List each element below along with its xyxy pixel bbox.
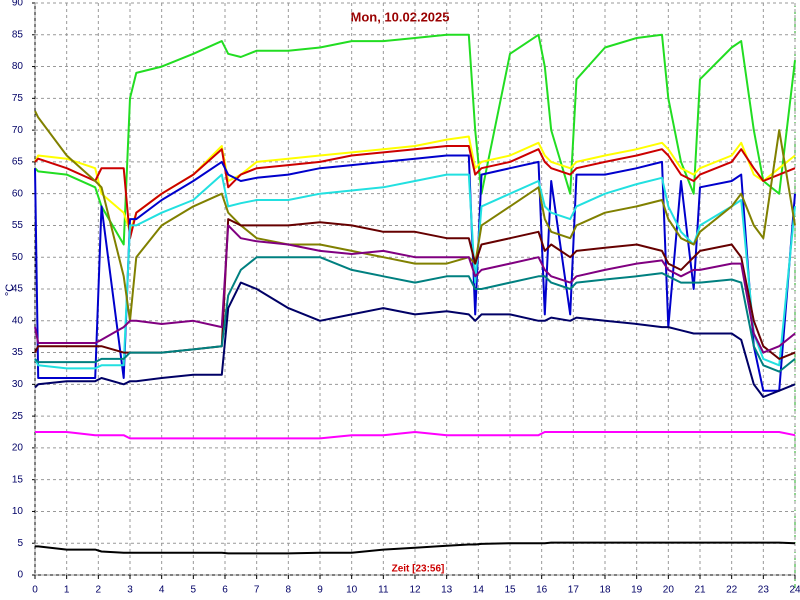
series-line — [34, 281, 796, 398]
y-tick-label: 65 — [12, 157, 24, 168]
y-tick-label: 70 — [12, 125, 24, 136]
x-tick-label: 10 — [346, 585, 358, 596]
x-tick-label: 8 — [286, 585, 292, 596]
x-tick-label: 13 — [441, 585, 453, 596]
x-tick-label: 3 — [127, 585, 133, 596]
series-line — [35, 541, 796, 555]
x-tick-label: 20 — [663, 585, 675, 596]
series-line — [35, 431, 796, 440]
x-tick-label: 2 — [96, 585, 102, 596]
y-tick-label: 80 — [12, 61, 24, 72]
y-axis-label: °C — [4, 284, 16, 296]
y-tick-label: 50 — [12, 252, 24, 263]
x-tick-label: 16 — [536, 585, 548, 596]
x-tick-label: 24 — [789, 585, 800, 596]
y-tick-label: 75 — [12, 93, 24, 104]
y-tick-label: 20 — [12, 443, 24, 454]
x-tick-label: 14 — [473, 585, 485, 596]
y-tick-label: 10 — [12, 506, 24, 517]
series-line — [34, 224, 796, 354]
y-tick-label: 0 — [17, 570, 23, 581]
x-tick-label: 9 — [317, 585, 323, 596]
y-tick-label: 5 — [17, 538, 23, 549]
x-tick-label: 6 — [222, 585, 228, 596]
x-tick-label: 11 — [378, 585, 389, 596]
y-tick-label: 55 — [12, 220, 24, 231]
x-tick-label: 17 — [568, 585, 580, 596]
y-tick-label: 15 — [12, 474, 24, 485]
x-tick-label: 18 — [599, 585, 611, 596]
y-tick-label: 60 — [12, 188, 24, 199]
series-line — [34, 110, 796, 322]
series-line — [34, 145, 796, 240]
y-tick-label: 45 — [12, 284, 24, 295]
x-axis-label: Zeit [23:56] — [392, 564, 445, 575]
y-tick-label: 90 — [12, 0, 24, 9]
x-tick-label: 15 — [504, 585, 516, 596]
y-tick-label: 40 — [12, 315, 24, 326]
x-tick-label: 1 — [64, 585, 70, 596]
x-tick-label: 22 — [726, 585, 738, 596]
y-tick-label: 25 — [12, 411, 24, 422]
y-tick-label: 85 — [12, 29, 24, 40]
series-line — [34, 256, 796, 373]
x-tick-label: 12 — [409, 585, 421, 596]
x-tick-label: 21 — [694, 585, 706, 596]
x-tick-label: 7 — [254, 585, 260, 596]
x-tick-label: 0 — [32, 585, 38, 596]
y-tick-label: 30 — [12, 379, 24, 390]
x-tick-label: 19 — [631, 585, 643, 596]
x-tick-label: 23 — [758, 585, 770, 596]
x-tick-label: 4 — [159, 585, 165, 596]
x-tick-label: 5 — [191, 585, 197, 596]
y-tick-label: 35 — [12, 347, 24, 358]
chart-title: Mon, 10.02.2025 — [351, 9, 450, 24]
